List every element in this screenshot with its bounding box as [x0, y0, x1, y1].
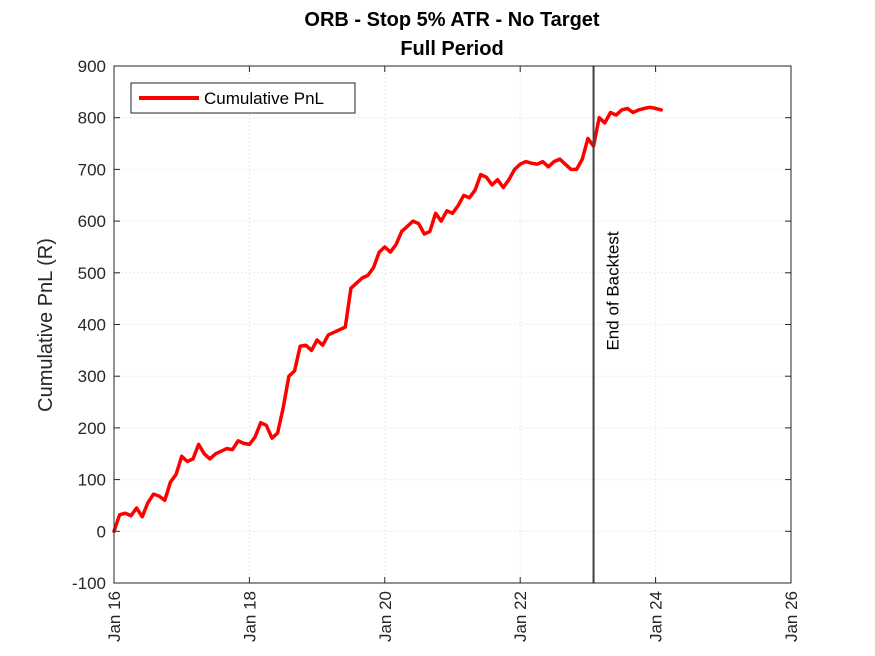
x-tick-label: Jan 16 [105, 591, 124, 642]
x-tick-label: Jan 20 [376, 591, 395, 642]
x-tick-label: Jan 26 [782, 591, 801, 642]
y-tick-label: 200 [78, 419, 106, 438]
series-line-cumulative-pnl [112, 105, 663, 534]
x-tick-label: Jan 22 [511, 591, 530, 642]
x-tick-label: Jan 24 [647, 591, 666, 642]
y-tick-label: 400 [78, 316, 106, 335]
y-tick-label: 0 [97, 522, 106, 541]
chart-subtitle: Full Period [400, 38, 503, 60]
plot-area [114, 66, 791, 583]
end-of-backtest-label: End of Backtest [604, 231, 623, 350]
y-tick-label: 600 [78, 212, 106, 231]
legend: Cumulative PnL [130, 82, 356, 114]
annotation-layer: End of Backtest [592, 66, 623, 583]
x-tick-label: Jan 18 [240, 591, 259, 642]
y-tick-label: 500 [78, 264, 106, 283]
y-tick-label: 800 [78, 109, 106, 128]
chart-title: ORB - Stop 5% ATR - No Target [304, 9, 600, 31]
y-tick-label: 900 [78, 57, 106, 76]
y-tick-label: 100 [78, 471, 106, 490]
y-tick-label: -100 [72, 574, 106, 593]
series-layer [112, 105, 663, 534]
y-axis-label: Cumulative PnL (R) [35, 238, 57, 412]
y-tick-label: 300 [78, 367, 106, 386]
y-axis-ticks: -100 0 100 200 300 400 500 600 700 800 900 [72, 57, 791, 593]
x-axis-ticks: Jan 16 Jan 18 Jan 20 Jan 22 Jan 24 Jan 26 [105, 66, 801, 642]
y-tick-label: 700 [78, 160, 106, 179]
legend-entry-cumulative-pnl: Cumulative PnL [204, 89, 324, 108]
